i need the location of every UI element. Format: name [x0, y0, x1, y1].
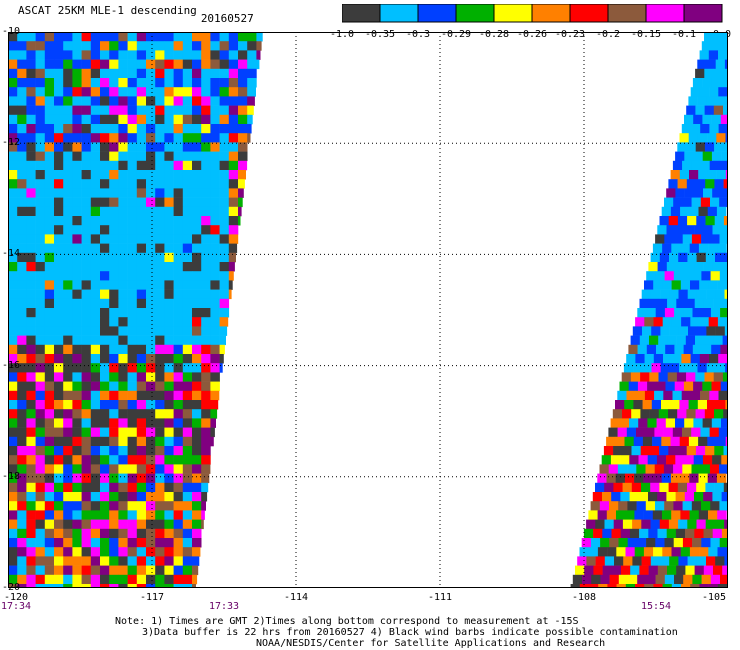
- colorbar-label: -0.1: [671, 29, 697, 40]
- east-swath: [570, 32, 728, 588]
- x-tick-label: -111: [427, 592, 453, 603]
- colorbar-swatch: [455, 3, 495, 23]
- x-tick-label: -114: [283, 592, 309, 603]
- note-line-1: Note: 1) Times are GMT 2)Times along bot…: [115, 616, 579, 627]
- time-label: 15:54: [640, 601, 672, 612]
- colorbar: -1.0 -0.35 -0.3 -0.29 -0.28 -0.26 -0.23 -0.2 -0.…: [330, 3, 731, 40]
- x-tick-label: -105: [701, 592, 727, 603]
- y-tick-label: -16: [2, 359, 21, 371]
- grid-lines: [8, 32, 728, 588]
- colorbar-label: -1.0: [329, 29, 355, 40]
- colorbar-swatch: [379, 3, 419, 23]
- west-swath: [8, 32, 263, 588]
- map-title-text: ASCAT 25KM MLE-1 descending: [18, 4, 197, 17]
- colorbar-swatch: [417, 3, 457, 23]
- map-date: 20160527: [200, 12, 254, 25]
- colorbar-label: -0.26: [516, 29, 548, 40]
- time-label: 17:34: [0, 601, 32, 612]
- colorbar-label: -0.23: [554, 29, 586, 40]
- colorbar-label: -0.2: [595, 29, 621, 40]
- colorbar-swatch: [493, 3, 533, 23]
- note-line-3: NOAA/NESDIS/Center for Satellite Applica…: [256, 638, 606, 649]
- map-plot: [8, 32, 728, 588]
- colorbar-swatch: [531, 3, 571, 23]
- y-tick-label: -12: [2, 137, 21, 149]
- y-tick-label: -10: [2, 26, 21, 37]
- time-label: 17:33: [208, 601, 240, 612]
- y-tick-label: -18: [2, 470, 21, 482]
- y-tick-label: -14: [2, 248, 21, 260]
- map-title: ASCAT 25KM MLE-1 descending20160527: [18, 4, 254, 25]
- colorbar-label: -0.15: [630, 29, 662, 40]
- colorbar-swatch: [569, 3, 609, 23]
- colorbar-label: -0.3: [405, 29, 431, 40]
- colorbar-label: -0.28: [478, 29, 510, 40]
- map-frame: [8, 32, 728, 588]
- colorbar-swatch: [645, 3, 685, 23]
- note-line-2: 3)Data buffer is 22 hrs from 20160527 4)…: [142, 627, 678, 638]
- colorbar-swatch: [607, 3, 647, 23]
- colorbar-label: -0.29: [440, 29, 472, 40]
- colorbar-swatch: [341, 3, 381, 23]
- x-tick-label: -120: [3, 592, 29, 603]
- y-tick-label: -20: [2, 582, 21, 593]
- colorbar-swatches: [341, 3, 723, 23]
- x-tick-label: -108: [571, 592, 597, 603]
- x-tick-label: -117: [139, 592, 165, 603]
- colorbar-swatch: [683, 3, 723, 23]
- colorbar-label: -0.35: [364, 29, 396, 40]
